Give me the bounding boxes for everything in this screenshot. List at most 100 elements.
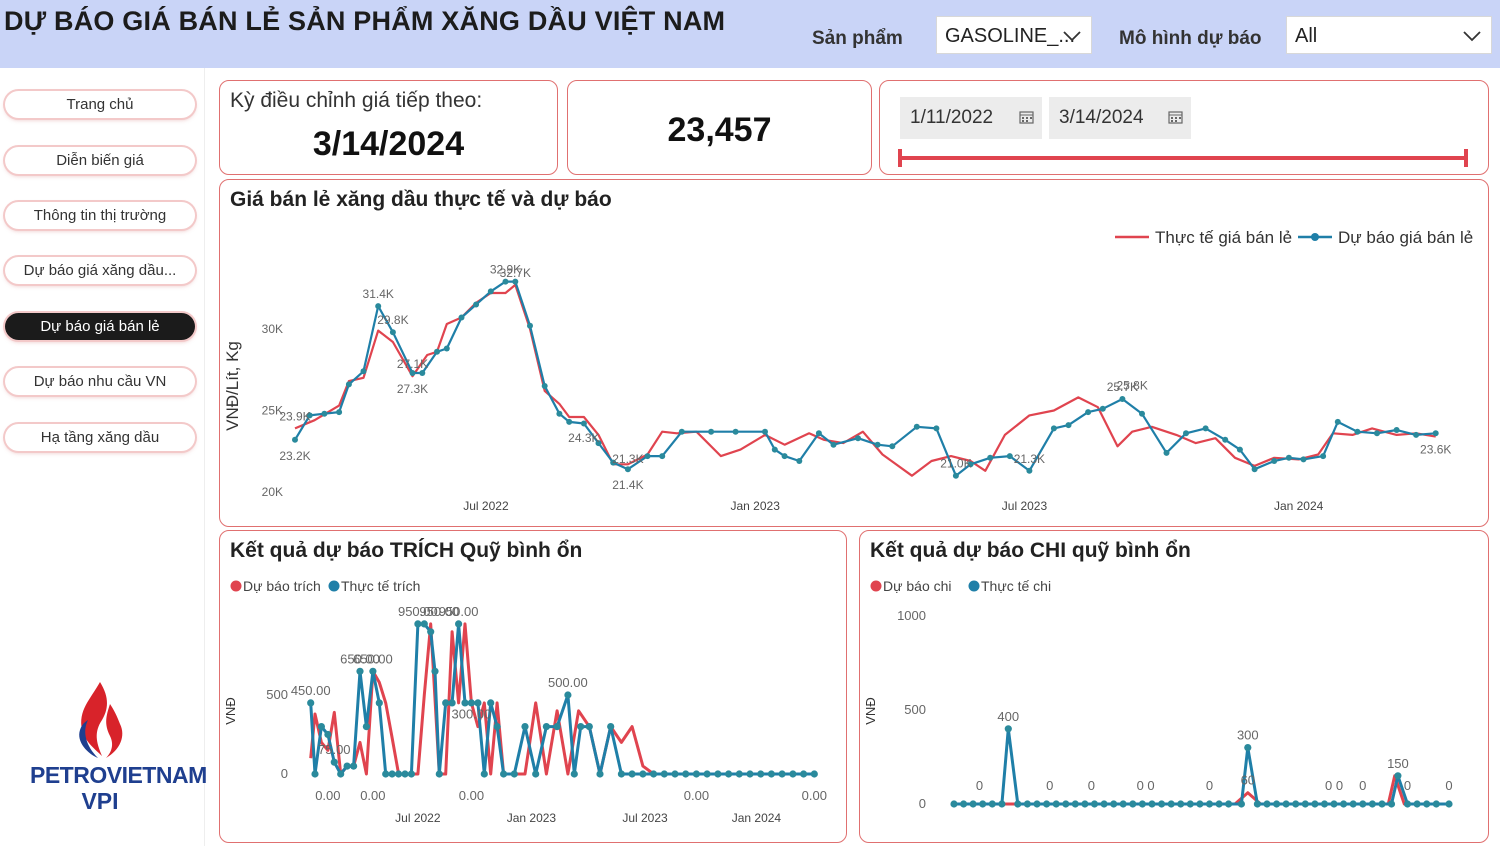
data-point <box>375 303 382 310</box>
nav-du-bao-gia-ban-le[interactable]: Dự báo giá bán lẻ <box>5 313 195 340</box>
data-point <box>356 667 364 675</box>
data-point <box>610 459 617 466</box>
data-point <box>473 301 480 308</box>
model-dropdown[interactable]: All <box>1286 16 1492 54</box>
product-dropdown[interactable]: GASOLINE_... <box>936 16 1092 54</box>
data-point <box>564 691 572 699</box>
price-value: 23,457 <box>667 111 772 149</box>
data-point <box>1273 800 1281 808</box>
date-range-slider-track[interactable] <box>900 156 1468 160</box>
model-dropdown-value: All <box>1295 25 1318 47</box>
data-point <box>427 628 435 636</box>
data-point <box>1071 800 1079 808</box>
nav-ha-tang-xang-dau[interactable]: Hạ tầng xăng dầu <box>5 424 195 451</box>
data-point <box>556 410 563 417</box>
series-line <box>954 727 1449 806</box>
data-label: 0 0 <box>1137 778 1155 793</box>
start-date-value: 1/11/2022 <box>910 107 994 128</box>
data-point <box>1237 800 1245 808</box>
data-label: 0 <box>1088 778 1095 793</box>
data-point <box>1413 431 1420 438</box>
data-point <box>1320 800 1329 808</box>
data-label: 0 <box>1206 778 1213 793</box>
data-point <box>350 762 358 770</box>
product-label: Sản phẩm <box>812 28 903 49</box>
data-point <box>1043 800 1051 808</box>
end-date-input[interactable]: 3/14/2024 <box>1049 97 1191 139</box>
data-point <box>1052 800 1060 808</box>
data-point <box>789 770 797 778</box>
data-point <box>1081 800 1089 808</box>
start-date-input[interactable]: 1/11/2022 <box>900 97 1042 139</box>
data-label: 450.00 <box>291 683 331 698</box>
next-adjustment-label: Kỳ điều chỉnh giá tiếp theo: <box>230 89 483 112</box>
data-label: 500.00 <box>548 675 588 690</box>
calendar-icon[interactable] <box>1019 110 1034 124</box>
data-point <box>1167 800 1175 808</box>
data-point <box>292 436 298 443</box>
data-point <box>1062 800 1070 808</box>
nav-trang-chu[interactable]: Trang chủ <box>5 91 195 118</box>
data-label: 950.00 <box>439 604 479 619</box>
nav-du-bao-nhu-cau[interactable]: Dự báo nhu cầu VN <box>5 368 195 395</box>
data-label: 650.00 <box>353 651 393 666</box>
slider-handle-end[interactable] <box>1464 149 1468 167</box>
legend-label: Dự báo chi <box>883 578 952 594</box>
data-point <box>1090 800 1099 808</box>
sidebar: Trang chủ Diễn biến giá Thông tin thị tr… <box>0 68 207 846</box>
data-point <box>455 620 463 628</box>
data-point <box>1110 800 1118 808</box>
y-tick-label: 500 <box>266 687 288 702</box>
y-tick-label: 0 <box>919 796 926 811</box>
y-tick-label: 25K <box>262 403 283 417</box>
data-point <box>796 458 803 464</box>
data-point <box>628 770 636 778</box>
data-label: 31.4K <box>363 287 394 301</box>
y-tick-label: 20K <box>262 485 283 499</box>
data-point <box>1445 800 1453 808</box>
chevron-down-icon <box>1063 31 1081 42</box>
slider-handle-start[interactable] <box>898 149 902 167</box>
data-point <box>431 667 439 675</box>
y-axis-label: VNĐ <box>223 697 238 724</box>
model-label: Mô hình dự báo <box>1119 28 1262 49</box>
data-point <box>1004 725 1012 733</box>
data-point <box>1253 800 1261 808</box>
data-point <box>541 383 548 389</box>
data-point <box>461 699 469 707</box>
data-label: 0 <box>1359 778 1366 793</box>
calendar-icon[interactable] <box>1168 110 1183 124</box>
series-line <box>294 283 1436 477</box>
data-point <box>1014 800 1022 808</box>
legend-label: Dự báo giá bán lẻ <box>1338 228 1473 247</box>
data-point <box>1311 800 1319 808</box>
flame-icon <box>79 682 123 758</box>
data-point <box>337 770 345 778</box>
data-point <box>585 723 593 731</box>
data-point <box>933 425 940 432</box>
nav-dien-bien-gia[interactable]: Diễn biến giá <box>5 147 195 174</box>
data-point <box>1099 405 1106 412</box>
data-point <box>1285 454 1292 461</box>
data-label: 21.4K <box>612 478 643 492</box>
data-point <box>889 443 896 450</box>
data-label: 23.9K <box>279 409 310 423</box>
data-label: 150 <box>1387 756 1409 771</box>
data-point <box>409 370 416 376</box>
data-point <box>1225 800 1233 808</box>
data-point <box>388 770 396 778</box>
data-point <box>714 770 722 778</box>
data-point <box>1148 800 1156 808</box>
data-point <box>474 699 482 707</box>
data-point <box>1349 800 1357 808</box>
data-point <box>1100 800 1108 808</box>
end-date-value: 3/14/2024 <box>1059 107 1144 128</box>
nav-du-bao-gia-xang-dau[interactable]: Dự báo giá xăng dầu... <box>5 257 195 284</box>
chart-title: Giá bán lẻ xăng dầu thực tế và dự báo <box>230 188 612 211</box>
nav-thong-tin-thi-truong[interactable]: Thông tin thị trường <box>5 202 195 229</box>
data-point <box>324 730 332 739</box>
data-point <box>682 770 690 778</box>
data-point <box>500 770 508 778</box>
data-point <box>1163 449 1170 456</box>
